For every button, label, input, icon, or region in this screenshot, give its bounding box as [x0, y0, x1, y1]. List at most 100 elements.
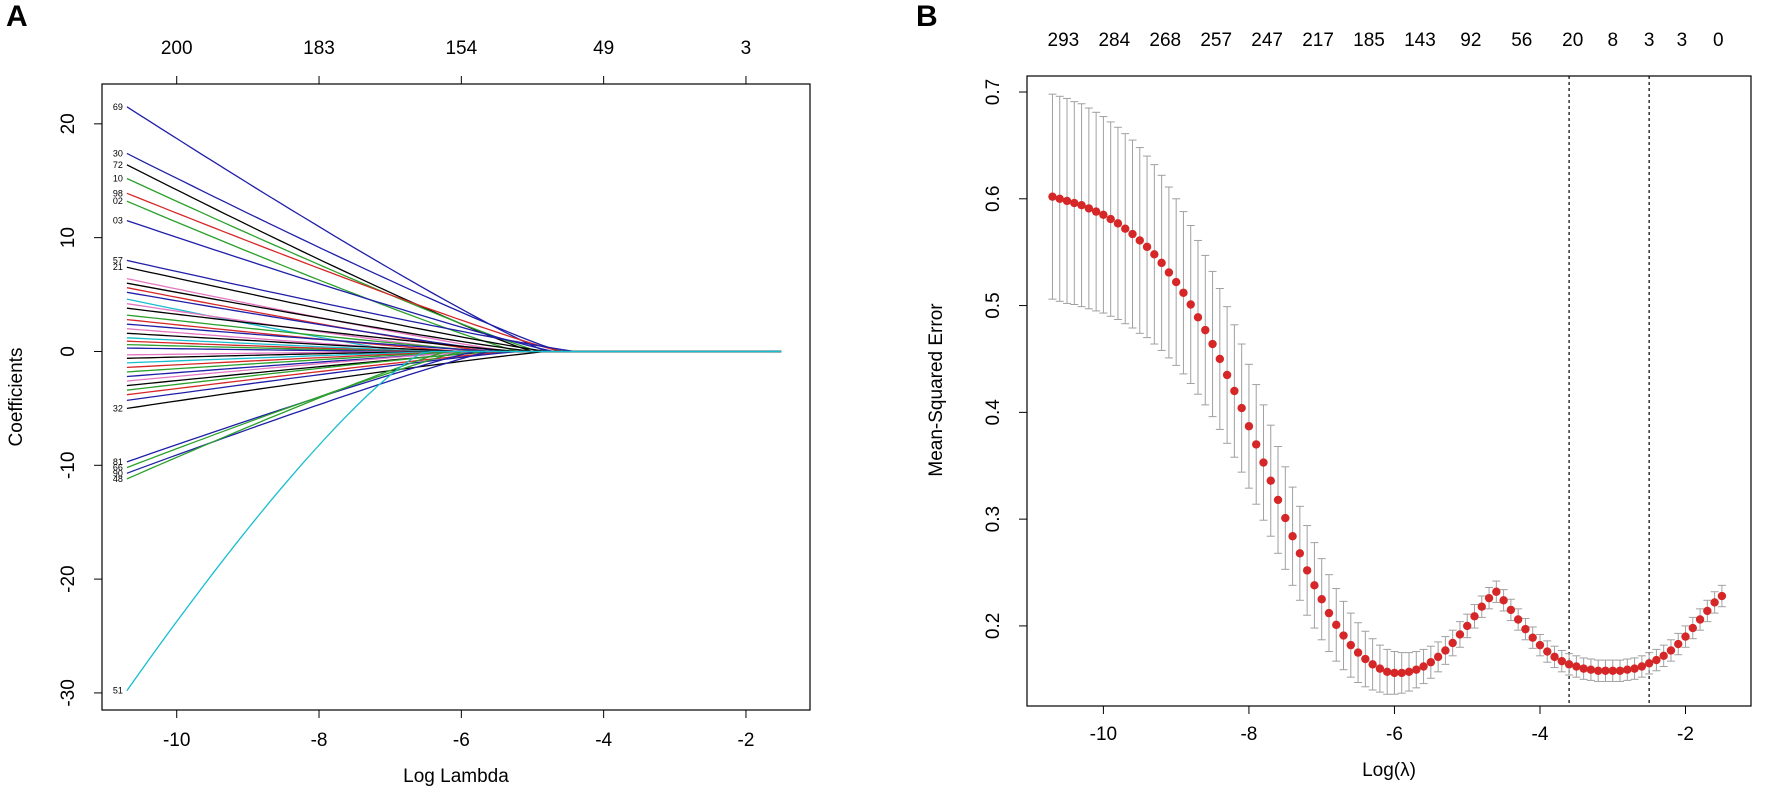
mse-point	[1419, 662, 1428, 671]
mse-point	[1142, 242, 1152, 252]
mse-point	[1470, 612, 1479, 621]
mse-point	[1288, 532, 1297, 541]
mse-point	[1586, 665, 1596, 674]
coefficient-line	[126, 350, 782, 410]
y-tick-label: -10	[58, 452, 79, 479]
mse-point	[1499, 596, 1508, 605]
mse-point	[1564, 660, 1574, 669]
top-tick-label: 183	[303, 38, 335, 59]
mse-point	[1390, 668, 1399, 678]
mse-point	[1448, 638, 1457, 648]
mse-point	[1397, 668, 1406, 678]
mse-point	[1157, 258, 1166, 268]
x-tick-label: -2	[1677, 724, 1694, 745]
coefficient-line	[126, 350, 782, 463]
mse-point	[1695, 615, 1705, 624]
coefficient-line	[126, 192, 782, 353]
coefficient-line	[126, 152, 782, 353]
mse-point	[1681, 632, 1690, 641]
mse-point	[1048, 192, 1057, 201]
panel-letter-a: A	[6, 0, 28, 33]
coefficient-line	[126, 164, 782, 353]
mse-point	[1339, 631, 1348, 640]
mse-point	[1623, 665, 1632, 674]
mse-point	[1121, 224, 1130, 233]
mse-point	[1521, 624, 1530, 634]
mse-point	[1361, 654, 1370, 664]
y-axis-title-a: Coefficients	[6, 348, 27, 447]
panel-letter-b: B	[916, 0, 938, 33]
mse-point	[1535, 640, 1545, 650]
mse-point	[1382, 667, 1392, 677]
coefficient-end-label: 98	[113, 188, 123, 198]
mse-point	[1557, 656, 1567, 666]
top-tick-label: 268	[1149, 30, 1181, 51]
mse-point	[1252, 440, 1261, 449]
top-tick-label: 56	[1511, 30, 1532, 51]
top-tick-label: 200	[161, 38, 193, 59]
top-tick-label: 92	[1460, 30, 1481, 51]
mse-point	[1171, 277, 1181, 287]
x-axis-title-b: Log(λ)	[1362, 760, 1416, 781]
top-tick-label: 3	[1677, 30, 1688, 51]
mse-point	[1215, 354, 1225, 364]
mse-point	[1441, 646, 1450, 655]
mse-point	[1230, 386, 1239, 396]
mse-point	[1717, 591, 1727, 601]
mse-point	[1062, 196, 1072, 206]
mse-point	[1295, 549, 1305, 558]
mse-point	[1368, 660, 1377, 669]
mse-point	[1666, 646, 1676, 655]
coefficient-end-label: 30	[113, 148, 123, 158]
coefficient-line	[126, 350, 782, 474]
top-tick-label: 293	[1048, 30, 1080, 51]
y-tick-label: 10	[58, 227, 79, 248]
coefficient-line	[126, 106, 782, 353]
y-tick-label: 0.5	[983, 292, 1004, 318]
mse-point	[1113, 219, 1123, 228]
mse-point	[1222, 370, 1232, 380]
top-tick-label: 154	[445, 38, 477, 59]
plot-frame-b	[1026, 75, 1752, 707]
top-tick-label: 20	[1562, 30, 1583, 51]
y-tick-label: 0	[58, 346, 79, 357]
mse-point	[1273, 495, 1283, 505]
mse-point	[1528, 633, 1537, 642]
coefficient-end-label: 66	[113, 463, 123, 473]
y-tick-label: 0.6	[983, 186, 1004, 212]
mse-point	[1135, 236, 1144, 245]
top-tick-label: 3	[1644, 30, 1655, 51]
mse-point	[1492, 587, 1501, 596]
top-tick-label: 257	[1200, 30, 1232, 51]
mse-point	[1193, 313, 1203, 322]
x-tick-label: -6	[1386, 724, 1403, 745]
x-tick-label: -4	[1532, 724, 1549, 745]
mse-point	[1237, 403, 1246, 413]
y-axis-title-b: Mean-Squared Error	[926, 303, 947, 477]
y-tick-label: 0.3	[983, 506, 1004, 532]
mse-point	[1484, 593, 1494, 603]
top-tick-label: 0	[1713, 30, 1724, 51]
top-tick-label: 3	[741, 38, 752, 59]
mse-point	[1070, 198, 1079, 208]
mse-point	[1710, 598, 1719, 607]
mse-point	[1332, 620, 1341, 630]
lambda-reference-lines	[1568, 76, 1650, 706]
coefficient-end-label: 81	[113, 457, 123, 467]
mse-point	[1324, 608, 1334, 618]
mse-point	[1637, 662, 1647, 671]
y-tick-label: -20	[58, 565, 79, 592]
x-tick-label: -4	[595, 730, 612, 751]
top-tick-label: 247	[1251, 30, 1283, 51]
coefficient-end-label: 90	[113, 468, 123, 478]
mse-point	[1404, 667, 1414, 677]
mse-point	[1572, 662, 1581, 671]
cv-error-panel: -10 -8 -6 -4 -2 0.2 0.3 0.4 0.5 0.6 0.7 293 284 268…	[926, 30, 1752, 781]
mse-point	[1644, 659, 1654, 668]
y-tick-label: 20	[58, 113, 79, 134]
mse-point	[1455, 630, 1465, 639]
x-axis-b: -10 -8 -6 -4 -2	[1090, 706, 1694, 745]
top-tick-label: 185	[1353, 30, 1385, 51]
mse-point	[1281, 513, 1290, 523]
